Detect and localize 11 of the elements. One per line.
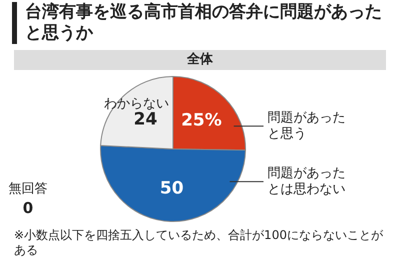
- slice-label: 問題があったと思う: [268, 110, 346, 142]
- chart-subtitle: 全体: [14, 50, 386, 70]
- text: ※小数点以下を四捨五入しているため、合計が100にならないことがある: [14, 228, 384, 258]
- category-label: 無回答: [8, 181, 48, 196]
- data-label: 24: [134, 110, 158, 130]
- slice-label: わからない: [104, 96, 169, 112]
- chart-title: 台湾有事を巡る高市首相の答弁に問題があったと思うか: [12, 2, 400, 44]
- text: 0: [22, 198, 34, 217]
- data-label: 50: [160, 178, 184, 198]
- slice-label: 問題があったとは思わない: [268, 166, 346, 197]
- data-label: 25%: [181, 110, 222, 130]
